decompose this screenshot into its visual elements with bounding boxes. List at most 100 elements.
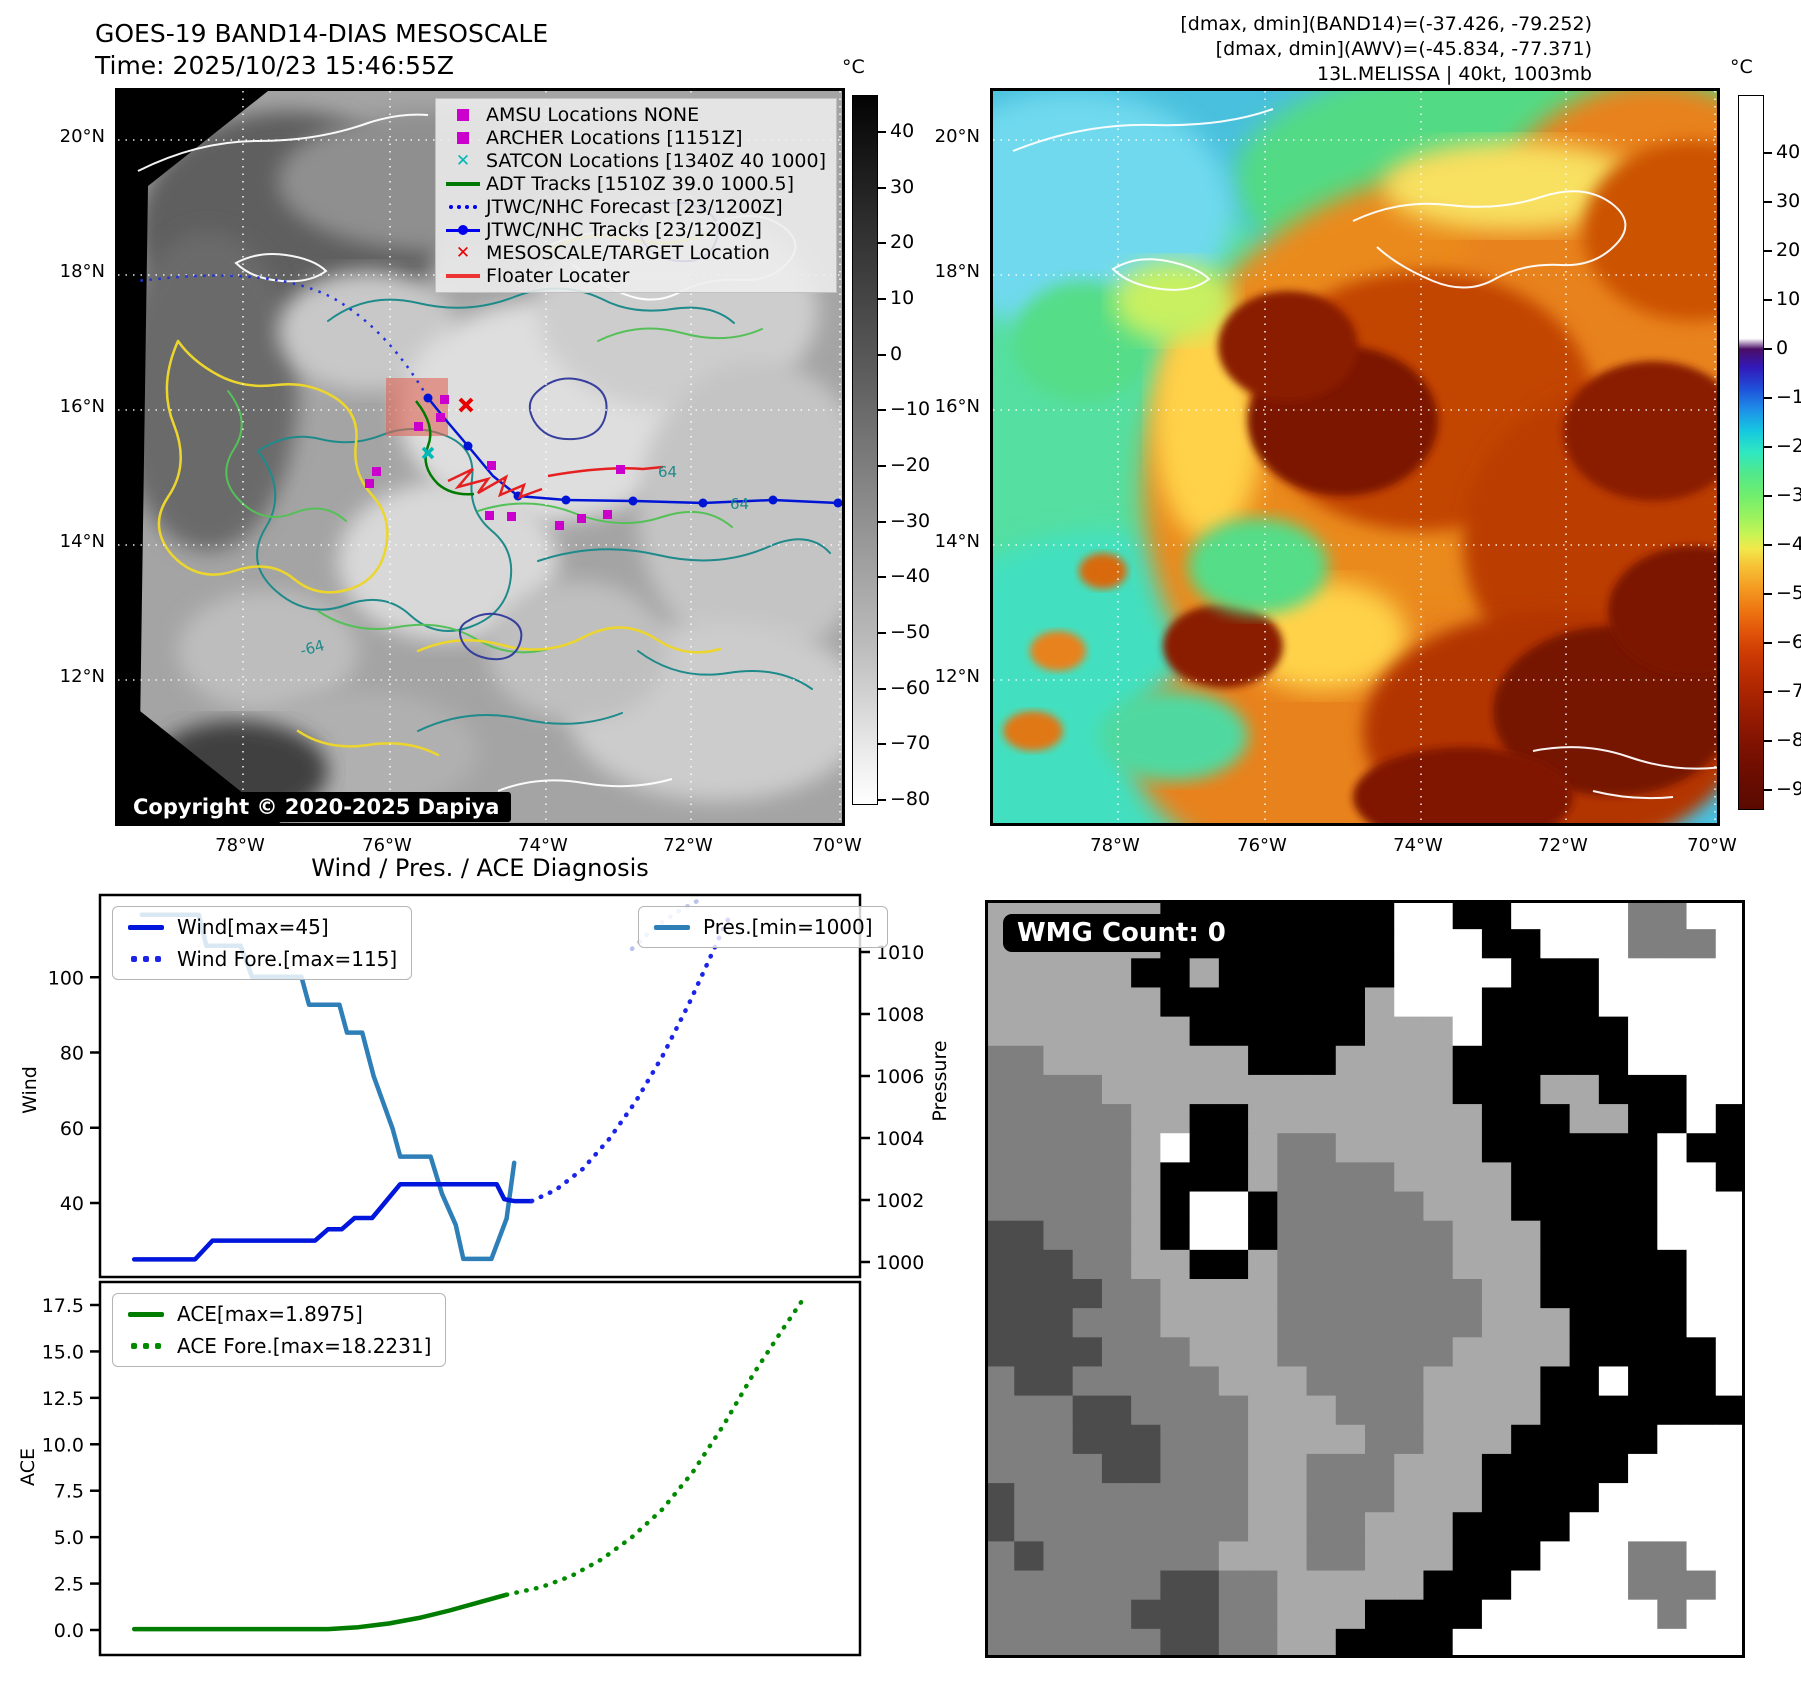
header-dmax-band14: [dmax, dmin](BAND14)=(-37.426, -79.252)	[1180, 13, 1592, 35]
left-map-title: GOES-19 BAND14-DIAS MESOSCALE Time: 2025…	[95, 18, 548, 82]
legend-item: ARCHER Locations [1151Z]	[440, 127, 826, 149]
series-ace-max-1-8975-	[131, 1592, 509, 1632]
colorbar-tick-mark	[878, 520, 886, 523]
legend-item-label: MESOSCALE/TARGET Location	[486, 242, 770, 264]
line-dot-legend-marker	[440, 220, 486, 240]
lon-tick-label: 78°W	[215, 835, 265, 856]
legend-item: ADT Tracks [1510Z 39.0 1000.5]	[440, 173, 826, 195]
colorbar-tick-mark	[1764, 152, 1772, 154]
band14-colorbar-unit: °C	[842, 56, 865, 78]
ace-legend: ACE[max=1.8975] ACE Fore.[max=18.2231]	[112, 1293, 447, 1367]
colorbar-tick-label: 10	[890, 287, 915, 309]
lat-tick-label: 16°N	[934, 396, 980, 417]
colorbar-tick-mark	[1764, 740, 1772, 742]
header-storm-id: 13L.MELISSA | 40kt, 1003mb	[1317, 63, 1592, 85]
map-legend: AMSU Locations NONE ARCHER Locations [115…	[435, 98, 838, 293]
jtwc-track-points	[423, 393, 842, 508]
colorbar-tick-mark	[1764, 250, 1772, 252]
colorbar-tick-mark	[1764, 691, 1772, 693]
colorbar-tick-mark	[878, 409, 886, 412]
colorbar-tick-mark	[1764, 201, 1772, 203]
lat-tick-label: 12°N	[934, 666, 980, 687]
map-title-line1: GOES-19 BAND14-DIAS MESOSCALE	[95, 19, 549, 48]
pressure-axis-label: Pressure	[929, 1040, 951, 1121]
wmg-frame	[985, 900, 1745, 1658]
graticule	[993, 91, 1717, 823]
legend-item-label: Floater Locater	[486, 265, 630, 287]
hurricane-tracks-and-markers	[135, 274, 842, 530]
axis-tick-label: 17.5	[42, 1295, 84, 1317]
colorbar-tick-mark	[878, 576, 886, 579]
colorbar-tick-mark	[1764, 348, 1772, 350]
colorbar-tick-mark	[1764, 397, 1772, 399]
target-x-marker	[458, 397, 474, 413]
charts-title: Wind / Pres. / ACE Diagnosis	[311, 854, 649, 882]
series-wind-max-45-	[131, 1181, 534, 1262]
lat-tick-label: 16°N	[59, 396, 105, 417]
axis-tick-label: 40	[60, 1193, 84, 1215]
colorbar-tick-label: −30	[890, 509, 931, 532]
colorbar-tick-label: −40	[1776, 533, 1801, 555]
lat-tick-label: 14°N	[59, 531, 105, 552]
lat-tick-label: 18°N	[59, 261, 105, 282]
lat-tick-label: 12°N	[59, 666, 105, 687]
axis-tick-label: 1000	[876, 1252, 924, 1274]
axis-tick-label: 10.0	[42, 1434, 84, 1456]
lat-tick-label: 14°N	[934, 531, 980, 552]
ace-axis-label: ACE	[17, 1448, 39, 1486]
lat-tick-label: 18°N	[934, 261, 980, 282]
dotted-legend-marker	[440, 197, 486, 217]
legend-item-label: JTWC/NHC Tracks [23/1200Z]	[486, 219, 762, 241]
wind-axis-label: Wind	[19, 1066, 41, 1114]
colorbar-tick-mark	[1764, 642, 1772, 644]
chart-legend-swatch	[127, 1343, 165, 1349]
axis-tick-label: 7.5	[54, 1481, 84, 1503]
legend-item: ✕ MESOSCALE/TARGET Location	[440, 242, 826, 264]
axis-tick-label: 1006	[876, 1066, 924, 1088]
colorbar-tick-label: −30	[1776, 484, 1801, 506]
legend-item-label: AMSU Locations NONE	[486, 104, 700, 126]
line-legend-marker	[440, 174, 486, 194]
colorbar-tick-label: 0	[1776, 337, 1789, 359]
legend-item-label: ADT Tracks [1510Z 39.0 1000.5]	[486, 173, 794, 195]
colorbar-tick-label: −10	[890, 398, 931, 421]
chart-legend-item: Wind[max=45]	[127, 915, 397, 939]
satcon-x-marker	[421, 446, 435, 460]
chart-legend-label: Pres.[min=1000]	[703, 915, 873, 939]
series-ace-fore-max-18-2231-	[504, 1297, 806, 1597]
axis-tick-label: 60	[60, 1118, 84, 1140]
adt-track	[415, 400, 475, 496]
lon-tick-label: 78°W	[1090, 835, 1140, 856]
archer-amsu-squares	[365, 395, 625, 530]
goes-band14-map: AMSU Locations NONE ARCHER Locations [115…	[115, 88, 845, 826]
wmg-count-badge: WMG Count: 0	[1003, 914, 1240, 952]
colorbar-tick-mark	[878, 353, 886, 356]
wind-legend: Wind[max=45] Wind Fore.[max=115]	[112, 906, 413, 980]
coastlines	[1012, 108, 1717, 800]
legend-item-label: JTWC/NHC Forecast [23/1200Z]	[486, 196, 783, 218]
colorbar-tick-mark	[878, 131, 886, 133]
lon-tick-label: 72°W	[1538, 835, 1588, 856]
colorbar-tick-label: 30	[890, 175, 915, 198]
right-map-header: [dmax, dmin](BAND14)=(-37.426, -79.252) …	[1000, 12, 1592, 87]
colorbar-tick-label: −80	[1776, 729, 1801, 751]
colorbar-tick-label: −10	[1776, 386, 1801, 408]
colorbar-tick-mark	[1764, 789, 1772, 791]
legend-item: JTWC/NHC Forecast [23/1200Z]	[440, 196, 826, 218]
colorbar-tick-label: −70	[890, 732, 931, 755]
legend-item: AMSU Locations NONE	[440, 104, 826, 126]
contour-value-label: 64	[658, 463, 678, 481]
axis-tick-label: 1004	[876, 1128, 924, 1150]
chart-legend-item: Wind Fore.[max=115]	[127, 947, 397, 971]
pressure-legend: Pres.[min=1000]	[638, 906, 888, 948]
colorbar-tick-mark	[878, 298, 886, 300]
chart-legend-item: ACE[max=1.8975]	[127, 1302, 431, 1326]
awv-colorbar-unit: °C	[1730, 56, 1753, 78]
contour-value-label: 64	[730, 495, 750, 513]
band14-colorbar	[852, 95, 878, 805]
colorbar-tick-label: −40	[890, 565, 931, 588]
x-legend-marker: ✕	[455, 150, 471, 171]
legend-item: ✕ SATCON Locations [1340Z 40 1000]	[440, 150, 826, 172]
colorbar-tick-label: −50	[1776, 582, 1801, 604]
lon-tick-label: 74°W	[1393, 835, 1443, 856]
